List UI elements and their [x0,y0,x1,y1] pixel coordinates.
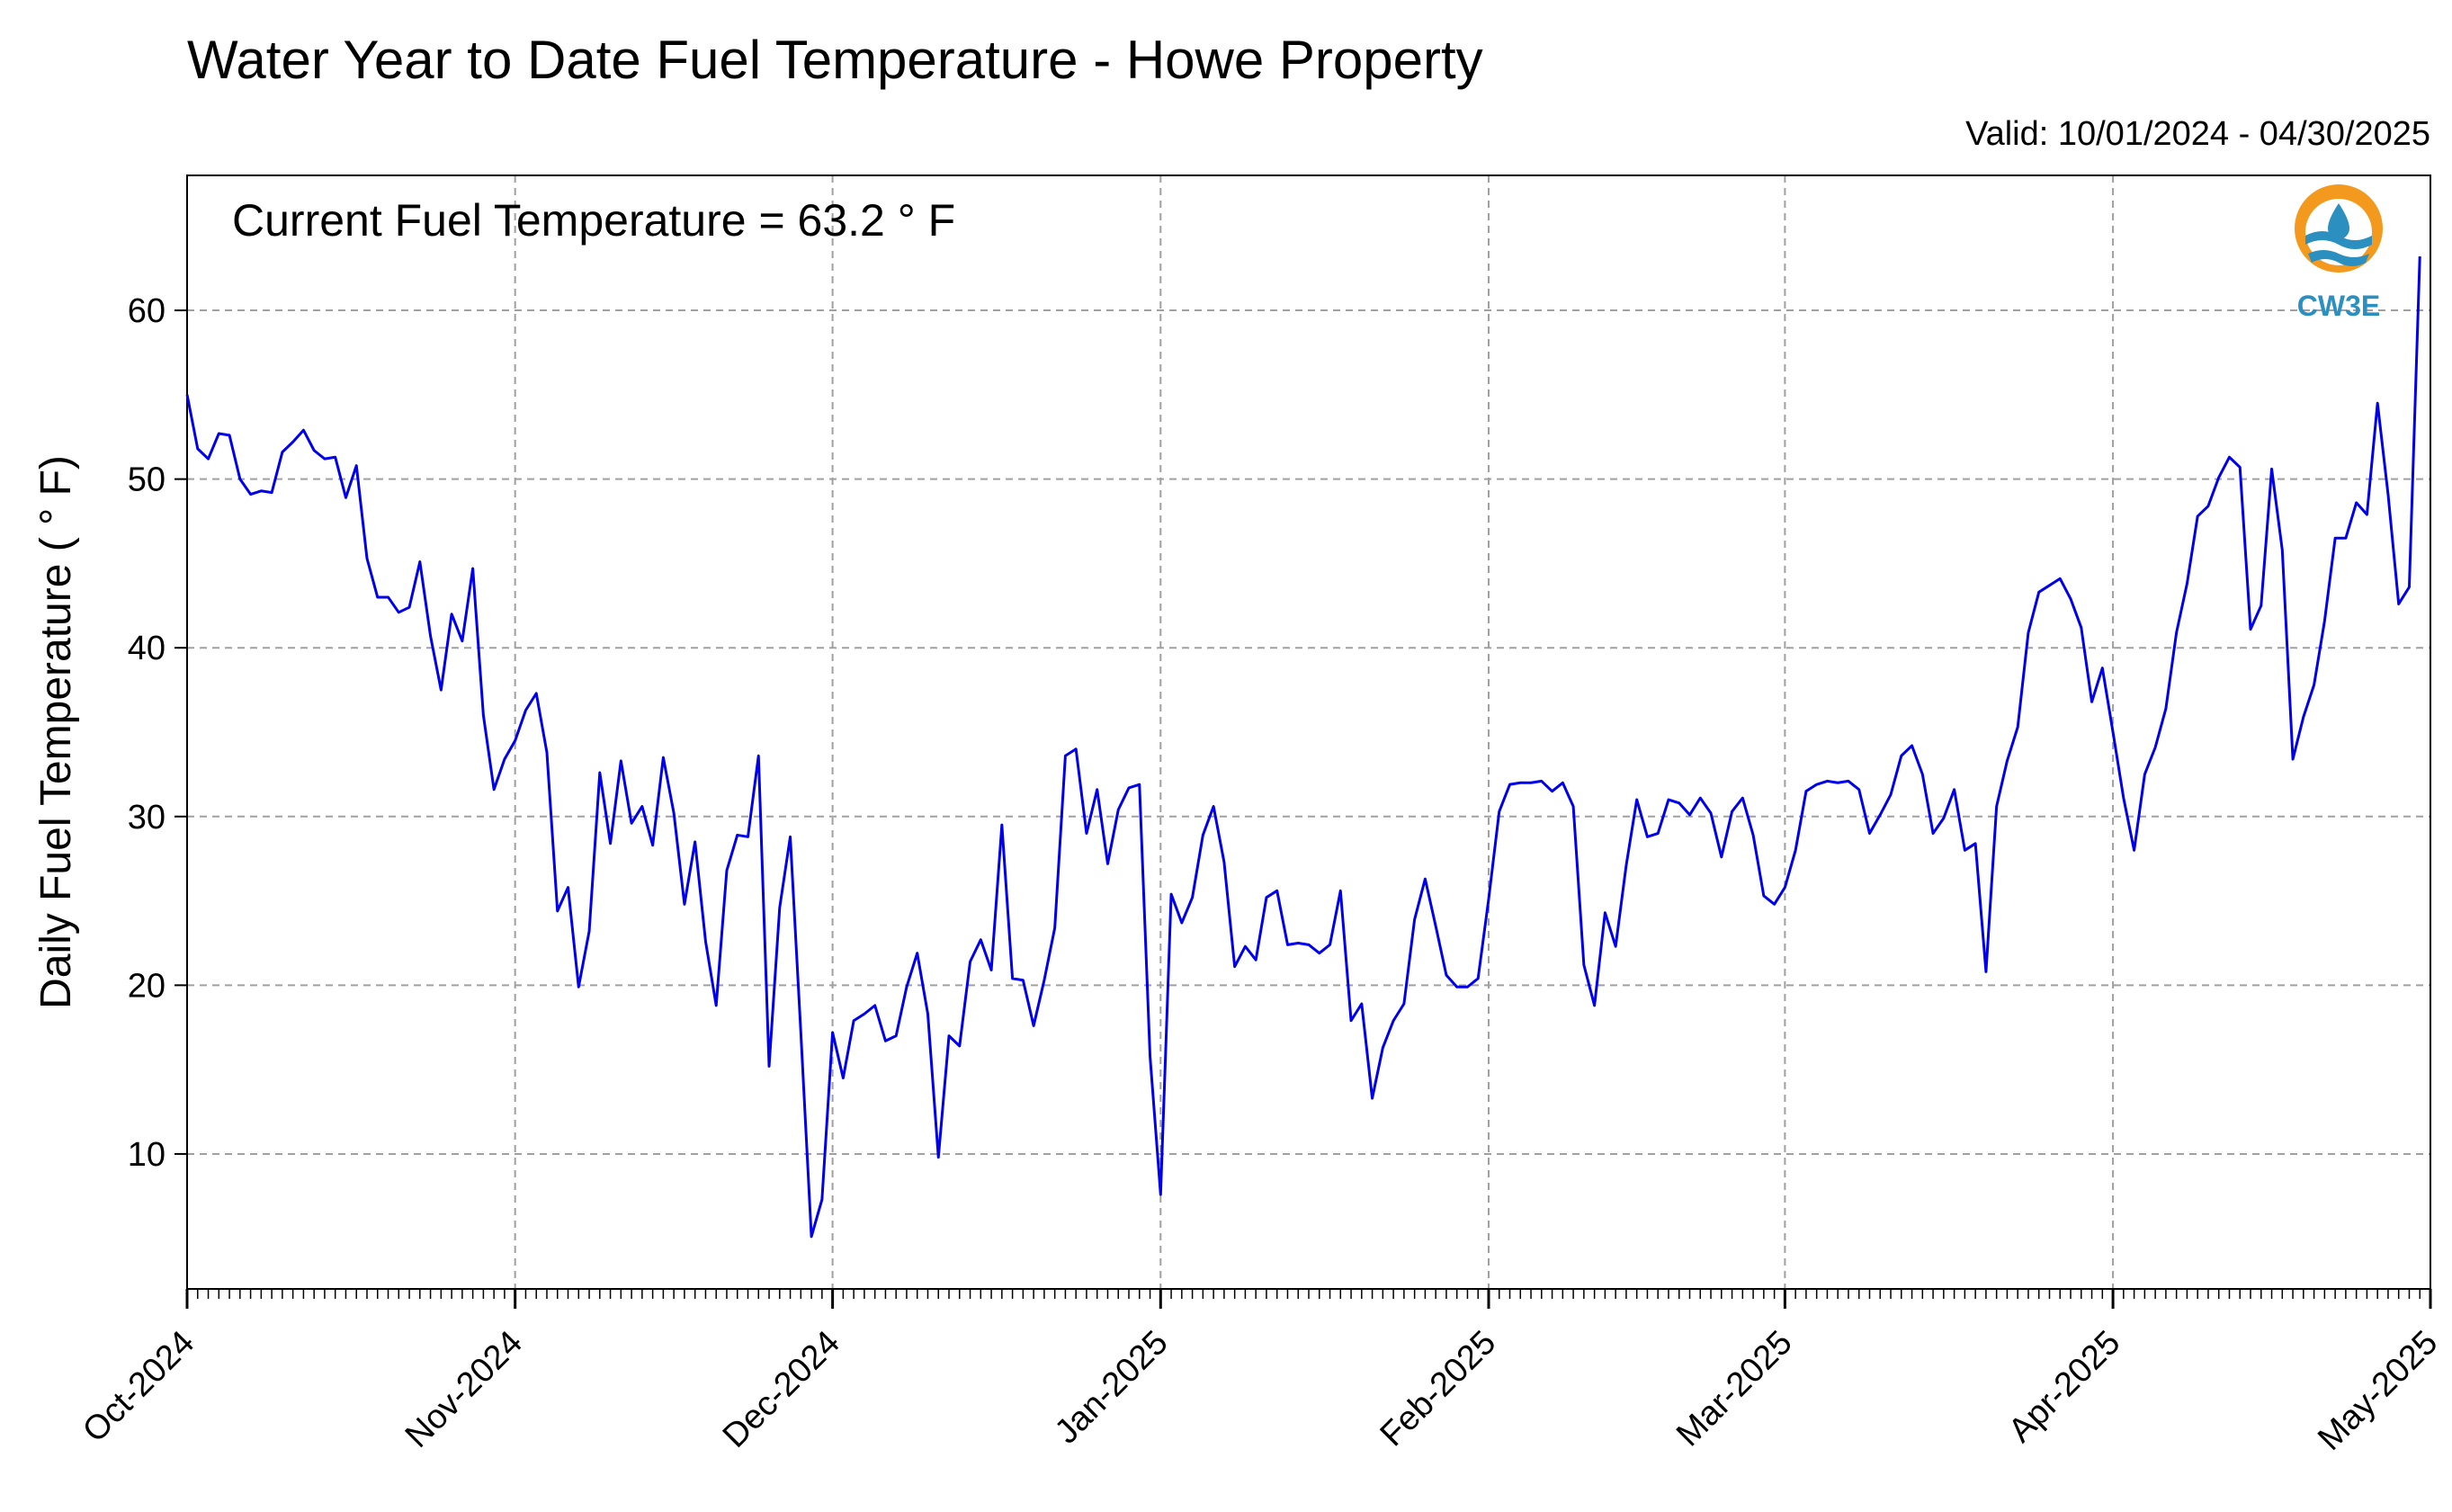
y-tick-label: 40 [128,630,166,667]
grid-lines [186,175,2431,1289]
logo-waves-lower [2308,250,2369,266]
x-minor-ticks [186,1289,2431,1299]
x-tick-label: May-2025 [2311,1324,2445,1458]
droplet-icon [2328,203,2349,239]
y-tick-label: 10 [128,1136,166,1174]
y-axis-ticks: 10 20 30 40 50 60 [128,292,187,1174]
x-tick-label: Jan-2025 [1048,1324,1176,1452]
valid-date-range: Valid: 10/01/2024 - 04/30/2025 [1965,115,2430,153]
logo-waves [2305,231,2372,249]
x-tick-label: Dec-2024 [716,1324,847,1455]
y-tick-label: 60 [128,292,166,330]
x-axis-ticks: Oct-2024 Nov-2024 Dec-2024 Jan-2025 Feb-2025… [76,1289,2445,1458]
x-tick-label: Oct-2024 [76,1324,201,1450]
y-tick-label: 30 [128,799,166,837]
cw3e-logo: CW3E [2295,184,2383,322]
logo-text: CW3E [2297,290,2380,322]
x-tick-label: Apr-2025 [2001,1324,2127,1450]
chart-title: Water Year to Date Fuel Temperature - Ho… [187,30,1483,90]
y-tick-label: 20 [128,967,166,1005]
fuel-temperature-line [185,255,2421,1239]
x-tick-label: Nov-2024 [398,1324,530,1455]
x-tick-label: Mar-2025 [1669,1324,1800,1454]
plot-frame [186,174,2431,1290]
y-tick-label: 50 [128,461,166,499]
y-axis-label: Daily Fuel Temperature ( ° F) [32,455,80,1009]
x-tick-label: Feb-2025 [1374,1324,1504,1454]
current-fuel-temperature-annotation: Current Fuel Temperature = 63.2 ° F [232,195,955,246]
